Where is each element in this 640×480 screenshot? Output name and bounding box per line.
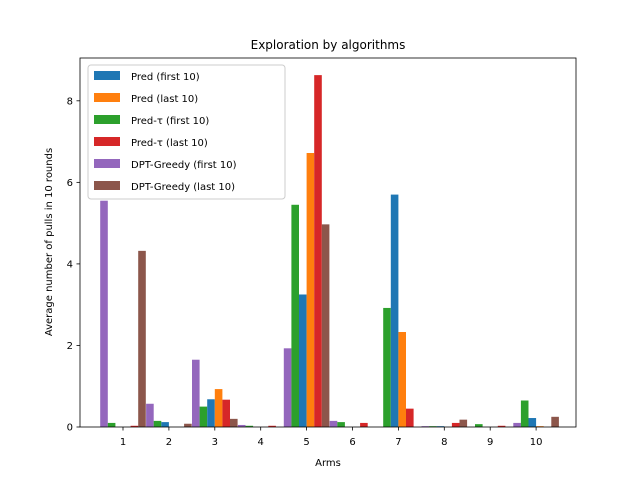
- bar-arm-1-series-1: [107, 422, 116, 427]
- legend-label: Pred (last 10): [131, 94, 198, 105]
- legend-box: [87, 64, 286, 200]
- y-axis-ticks: 0 2 4 6 8: [67, 96, 80, 434]
- x-tick-label: 5: [303, 437, 309, 448]
- bar-arm-5-series-1: [291, 204, 299, 427]
- legend-swatch: [94, 71, 120, 80]
- legend-swatch: [94, 181, 120, 190]
- x-tick-label: 4: [258, 437, 264, 448]
- bar-arm-3-series-5: [230, 418, 238, 427]
- y-tick-label: 6: [67, 178, 73, 189]
- x-tick-label: 10: [530, 437, 543, 448]
- bar-arm-6-series-1: [337, 422, 345, 427]
- legend-label: Pred-τ (last 10): [131, 138, 208, 149]
- bar-arm-5-series-2: [299, 294, 307, 427]
- bars-layer: [100, 75, 559, 428]
- legend-swatch: [94, 159, 120, 168]
- x-axis-ticks: 1 2 3 4 5 6 7 8 9 10: [120, 427, 543, 448]
- y-axis-label: Average number of pulls in 10 rounds: [44, 148, 55, 336]
- x-tick-label: 2: [166, 437, 172, 448]
- x-axis-label: Arms: [315, 458, 341, 469]
- y-tick-label: 2: [67, 341, 73, 352]
- bar-arm-1-series-0: [100, 200, 108, 427]
- bar-arm-2-series-2: [161, 422, 169, 427]
- legend-swatch: [94, 137, 120, 146]
- x-tick-label: 7: [395, 437, 401, 448]
- bar-arm-2-series-5: [184, 423, 192, 427]
- bar-arm-3-series-3: [214, 389, 223, 427]
- bar-arm-7-series-4: [406, 408, 414, 427]
- bar-arm-6-series-0: [329, 420, 338, 427]
- bar-arm-7-series-3: [398, 332, 406, 427]
- bar-arm-10-series-1: [520, 400, 529, 427]
- x-tick-label: 1: [120, 437, 126, 448]
- bar-arm-6-series-4: [360, 422, 368, 427]
- bar-arm-3-series-4: [222, 399, 230, 427]
- bar-arm-5-series-0: [283, 348, 292, 427]
- bar-arm-3-series-1: [199, 406, 208, 427]
- x-tick-label: 8: [441, 437, 447, 448]
- legend-swatch: [94, 115, 120, 124]
- legend-label: DPT-Greedy (first 10): [131, 160, 237, 171]
- legend-label: DPT-Greedy (last 10): [131, 182, 235, 193]
- chart-title: Exploration by algorithms: [251, 38, 406, 52]
- bar-arm-2-series-0: [146, 403, 154, 427]
- bar-arm-8-series-0: [421, 426, 430, 427]
- bar-arm-8-series-2: [436, 426, 445, 427]
- bar-arm-10-series-2: [528, 418, 537, 427]
- bar-arm-9-series-1: [475, 424, 483, 427]
- legend-label: Pred (first 10): [131, 72, 200, 83]
- bar-arm-4-series-0: [237, 424, 246, 427]
- bar-arm-10-series-3: [536, 426, 544, 427]
- bar-arm-10-series-0: [513, 422, 521, 427]
- bar-arm-10-series-5: [551, 416, 559, 427]
- y-tick-label: 0: [67, 423, 73, 434]
- legend-swatch: [94, 93, 120, 102]
- bar-arm-3-series-0: [192, 359, 200, 427]
- bar-arm-5-series-4: [314, 75, 322, 428]
- bar-arm-1-series-4: [130, 425, 139, 427]
- bar-arm-5-series-3: [306, 153, 315, 427]
- legend-label: Pred-τ (first 10): [131, 116, 209, 127]
- x-tick-label: 6: [349, 437, 355, 448]
- bar-arm-7-series-1: [383, 307, 391, 427]
- bar-arm-2-series-1: [153, 420, 162, 427]
- plot-frame: [79, 57, 577, 428]
- y-tick-label: 4: [67, 259, 73, 270]
- y-tick-label: 8: [67, 96, 73, 107]
- bar-arm-8-series-4: [451, 422, 460, 427]
- bar-arm-7-series-2: [390, 194, 399, 427]
- bar-arm-9-series-4: [497, 425, 506, 427]
- bar-arm-3-series-2: [207, 399, 215, 427]
- x-tick-label: 3: [212, 437, 218, 448]
- bar-arm-5-series-5: [321, 224, 330, 427]
- bar-arm-8-series-1: [429, 426, 437, 427]
- bar-arm-8-series-5: [459, 419, 468, 427]
- legend: Pred (first 10) Pred (last 10) Pred-τ (fir…: [87, 64, 286, 200]
- bar-arm-1-series-5: [138, 250, 146, 427]
- x-tick-label: 9: [487, 437, 493, 448]
- bar-arm-4-series-4: [268, 425, 276, 427]
- bar-arm-4-series-1: [245, 425, 254, 427]
